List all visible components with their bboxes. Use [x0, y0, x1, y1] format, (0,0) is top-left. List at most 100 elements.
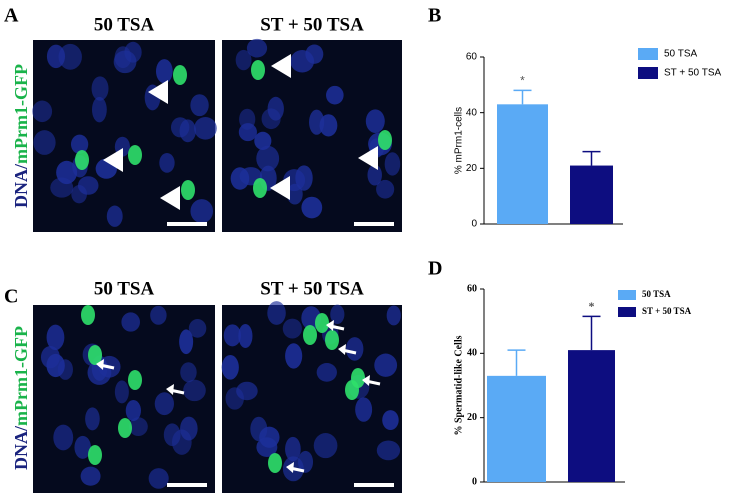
gfp-cell — [173, 65, 187, 85]
bar — [487, 375, 546, 482]
nucleus — [180, 416, 198, 441]
legend-swatch — [638, 67, 658, 79]
arrowhead — [96, 359, 104, 370]
bar — [497, 104, 548, 224]
nucleus — [56, 160, 78, 185]
nucleus — [180, 362, 197, 383]
image-title: 50 TSA — [94, 278, 155, 299]
y-tick-label: 60 — [466, 52, 478, 63]
gfp-cell — [325, 330, 339, 350]
nucleus — [71, 185, 87, 204]
nucleus — [57, 359, 73, 380]
nucleus — [33, 130, 56, 155]
charts: 0 20 40 60 % mPrm1-cells * 50 TSA ST + 50 TSA 0 2… — [453, 48, 721, 487]
y-axis-label: % Spermatid-like Cells — [453, 335, 464, 435]
y-tick-label: 20 — [466, 163, 478, 174]
legend-label: 50 TSA — [664, 49, 697, 60]
gfp-cell — [75, 150, 89, 170]
gfp-cell — [118, 418, 132, 438]
bar-chart: 0 20 40 60 % Spermatid-like Cells 50 TSA * ST +… — [453, 283, 691, 487]
arrowhead — [362, 375, 370, 386]
gfp-cell — [81, 305, 95, 325]
scale-bar — [167, 483, 207, 487]
nucleus — [148, 468, 169, 489]
legend-label: ST + 50 TSA — [642, 306, 692, 316]
nucleus — [305, 44, 324, 64]
nucleus — [374, 353, 398, 377]
nucleus — [246, 38, 268, 58]
legend-label: ST + 50 TSA — [664, 68, 721, 79]
nucleus — [282, 318, 302, 339]
significance: * — [520, 74, 525, 88]
nucleus — [223, 324, 242, 347]
nucleus — [159, 153, 175, 173]
gfp-cell — [251, 60, 265, 80]
panel-letter: C — [4, 286, 18, 308]
nucleus — [154, 392, 175, 416]
nucleus — [382, 410, 399, 431]
arrowhead — [358, 146, 378, 170]
stain-dna: DNA/ — [11, 163, 31, 208]
nucleus — [183, 379, 206, 402]
nucleus — [58, 43, 82, 70]
image-title: ST + 50 TSA — [260, 278, 364, 299]
y-axis-label: % mPrm1-cells — [454, 107, 465, 174]
gfp-cell — [253, 178, 267, 198]
nucleus — [254, 131, 272, 150]
stain-label: DNA/mPrm1-GFP — [11, 326, 31, 470]
nucleus — [74, 435, 91, 459]
nucleus — [106, 205, 123, 227]
arrowhead — [103, 148, 123, 172]
nucleus — [194, 116, 217, 140]
stain-gfp: mPrm1-GFP — [11, 64, 31, 164]
y-tick-label: 40 — [466, 107, 478, 118]
y-tick-label: 0 — [471, 219, 477, 230]
nucleus — [309, 109, 325, 135]
nucleus — [80, 466, 101, 486]
nucleus — [285, 343, 303, 369]
nucleus — [155, 59, 173, 84]
scale-bar — [167, 222, 207, 226]
arrowhead — [160, 186, 180, 210]
nucleus — [40, 346, 60, 369]
nucleus — [190, 199, 214, 224]
stain-label: DNA/mPrm1-GFP — [11, 64, 31, 208]
nucleus — [53, 424, 74, 451]
gfp-cell — [88, 345, 102, 365]
scale-bar — [354, 222, 394, 226]
nucleus — [316, 362, 337, 382]
nucleus — [235, 49, 252, 71]
nucleus — [365, 109, 385, 133]
nucleus — [256, 145, 280, 172]
nucleus — [238, 324, 253, 348]
nucleus — [170, 117, 190, 138]
nucleus — [32, 100, 53, 123]
gfp-cell — [88, 445, 102, 465]
nucleus — [376, 440, 401, 461]
gfp-cell — [181, 180, 195, 200]
bar-chart: 0 20 40 60 % mPrm1-cells * 50 TSA ST + 50 TSA — [454, 48, 721, 230]
nucleus — [286, 183, 303, 205]
legend-label: 50 TSA — [642, 289, 671, 299]
nucleus — [70, 134, 89, 154]
nucleus — [326, 85, 344, 105]
nucleus — [128, 417, 148, 437]
image-title: 50 TSA — [94, 14, 155, 35]
y-tick-label: 0 — [472, 476, 477, 487]
nucleus — [150, 305, 167, 325]
arrowhead — [270, 176, 290, 200]
arrowhead — [271, 54, 291, 78]
arrowhead — [338, 344, 346, 355]
nucleus — [91, 76, 109, 101]
scale-bar — [354, 483, 394, 487]
y-tick-label: 20 — [467, 412, 477, 423]
nucleus — [179, 329, 194, 355]
nucleus — [313, 433, 338, 459]
nucleus — [301, 196, 323, 219]
nucleus — [267, 301, 286, 325]
bar — [568, 350, 615, 482]
panel-letter: B — [428, 5, 441, 27]
stain-dna: DNA/ — [11, 425, 31, 470]
nucleus — [267, 96, 284, 121]
